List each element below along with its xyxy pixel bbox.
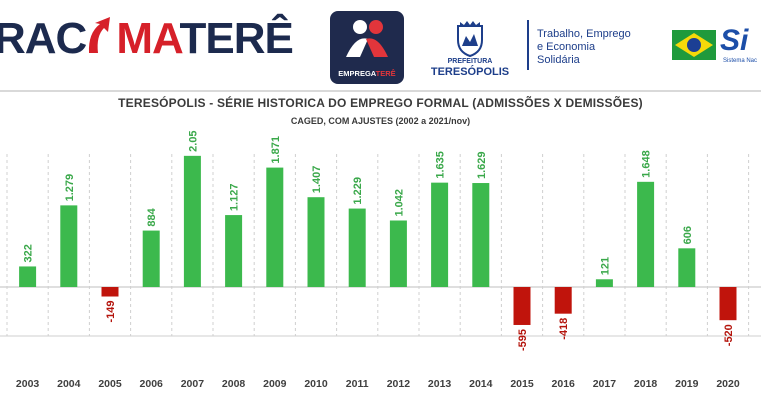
bar-2013 bbox=[431, 182, 449, 287]
brand-text-part1: RAC bbox=[0, 14, 87, 63]
bar-2009 bbox=[266, 167, 284, 287]
x-tick-label-2011: 2011 bbox=[346, 378, 369, 390]
header-separator bbox=[0, 90, 761, 92]
brand-text-part2: MA bbox=[116, 14, 180, 63]
header-divider bbox=[527, 20, 529, 70]
x-tick-label-2019: 2019 bbox=[675, 378, 699, 390]
prefeitura-logo: PREFEITURA TERESÓPOLIS bbox=[427, 20, 513, 78]
data-label-2009: 1.871 bbox=[270, 136, 282, 164]
x-tick-label-2020: 2020 bbox=[716, 378, 740, 390]
emprega-tere-logo: EMPREGATERÊ bbox=[330, 11, 404, 84]
x-tick-label-2009: 2009 bbox=[263, 378, 287, 390]
bar-chart: 322 2003 1.279 2004 -149 2005 884 2006 2.055 2007… bbox=[0, 130, 761, 390]
emprega-label-part2: TERÊ bbox=[375, 69, 396, 78]
x-tick-label-2012: 2012 bbox=[387, 378, 411, 390]
city-crest-icon bbox=[457, 21, 483, 58]
x-tick-label-2003: 2003 bbox=[16, 378, 40, 390]
x-tick-label-2008: 2008 bbox=[222, 378, 246, 390]
sine-logo: Si Sistema Nac bbox=[670, 24, 761, 70]
data-label-2018: 1.648 bbox=[641, 150, 653, 178]
data-label-2004: 1.279 bbox=[64, 174, 76, 202]
prefeitura-small-label: PREFEITURA bbox=[447, 58, 493, 65]
data-label-2013: 1.635 bbox=[435, 151, 447, 179]
brand-logo: RAC MATERÊ bbox=[0, 14, 294, 64]
data-label-2008: 1.127 bbox=[229, 184, 241, 212]
people-icon bbox=[346, 20, 388, 57]
x-tick-label-2013: 2013 bbox=[428, 378, 452, 390]
bar-2020 bbox=[719, 287, 737, 321]
x-tick-label-2015: 2015 bbox=[510, 378, 534, 390]
header-banner: RAC MATERÊ EMPREGATERÊ PREFEITURA TERESÓP… bbox=[0, 0, 761, 90]
x-tick-label-2017: 2017 bbox=[593, 378, 617, 390]
bar-2004 bbox=[60, 205, 78, 287]
data-label-2005: -149 bbox=[105, 301, 117, 323]
chart-subtitle: CAGED, COM AJUSTES (2002 a 2021/nov) bbox=[290, 116, 471, 126]
bar-2006 bbox=[142, 230, 160, 287]
emprega-label-part1: EMPREGA bbox=[338, 69, 376, 78]
bar-2008 bbox=[225, 215, 243, 287]
bar-2018 bbox=[637, 181, 655, 287]
x-tick-label-2004: 2004 bbox=[57, 378, 81, 390]
x-tick-label-2014: 2014 bbox=[469, 378, 493, 390]
bar-2014 bbox=[472, 183, 490, 287]
secretaria-line-1: Trabalho, Emprego bbox=[537, 28, 631, 40]
bar-2017 bbox=[595, 279, 613, 287]
bar-2010 bbox=[307, 197, 325, 287]
arrow-up-icon bbox=[89, 17, 111, 53]
bar-2005 bbox=[101, 287, 119, 297]
bar-2003 bbox=[19, 266, 37, 287]
data-label-2010: 1.407 bbox=[311, 166, 323, 194]
bar-2016 bbox=[554, 287, 572, 314]
bar-2015 bbox=[513, 287, 531, 325]
data-label-2006: 884 bbox=[146, 207, 158, 226]
data-label-2016: -418 bbox=[558, 318, 570, 340]
bar-2012 bbox=[389, 220, 407, 287]
x-tick-label-2018: 2018 bbox=[634, 378, 658, 390]
sine-word: Si bbox=[720, 24, 749, 57]
chart-title: TERESÓPOLIS - SÉRIE HISTORICA DO EMPREGO… bbox=[118, 96, 643, 110]
brazil-flag-icon bbox=[672, 30, 716, 60]
prefeitura-city-label: TERESÓPOLIS bbox=[430, 66, 510, 78]
sine-subtitle: Sistema Nac bbox=[723, 58, 758, 64]
secretaria-label: Trabalho, Emprego e Economia Solidária bbox=[537, 28, 631, 67]
data-label-2017: 121 bbox=[599, 257, 611, 275]
x-tick-label-2006: 2006 bbox=[140, 378, 164, 390]
data-label-2020: -520 bbox=[723, 324, 735, 346]
data-label-2012: 1.042 bbox=[393, 189, 405, 217]
secretaria-line-3: Solidária bbox=[537, 54, 580, 66]
data-label-2014: 1.629 bbox=[476, 152, 488, 180]
bar-2007 bbox=[183, 155, 201, 287]
data-label-2015: -595 bbox=[517, 329, 529, 351]
bar-2011 bbox=[348, 208, 366, 287]
x-tick-label-2016: 2016 bbox=[552, 378, 576, 390]
data-label-2007: 2.055 bbox=[187, 130, 199, 152]
emprega-tere-label: EMPREGATERÊ bbox=[330, 69, 404, 78]
x-tick-label-2007: 2007 bbox=[181, 378, 205, 390]
data-label-2019: 606 bbox=[682, 226, 694, 244]
brand-text-part3: TERÊ bbox=[179, 14, 294, 63]
x-tick-label-2005: 2005 bbox=[98, 378, 122, 390]
secretaria-line-2: e Economia bbox=[537, 41, 596, 53]
bar-2019 bbox=[678, 248, 696, 287]
data-label-2011: 1.229 bbox=[352, 177, 364, 205]
data-label-2003: 322 bbox=[23, 244, 35, 262]
x-tick-label-2010: 2010 bbox=[304, 378, 328, 390]
